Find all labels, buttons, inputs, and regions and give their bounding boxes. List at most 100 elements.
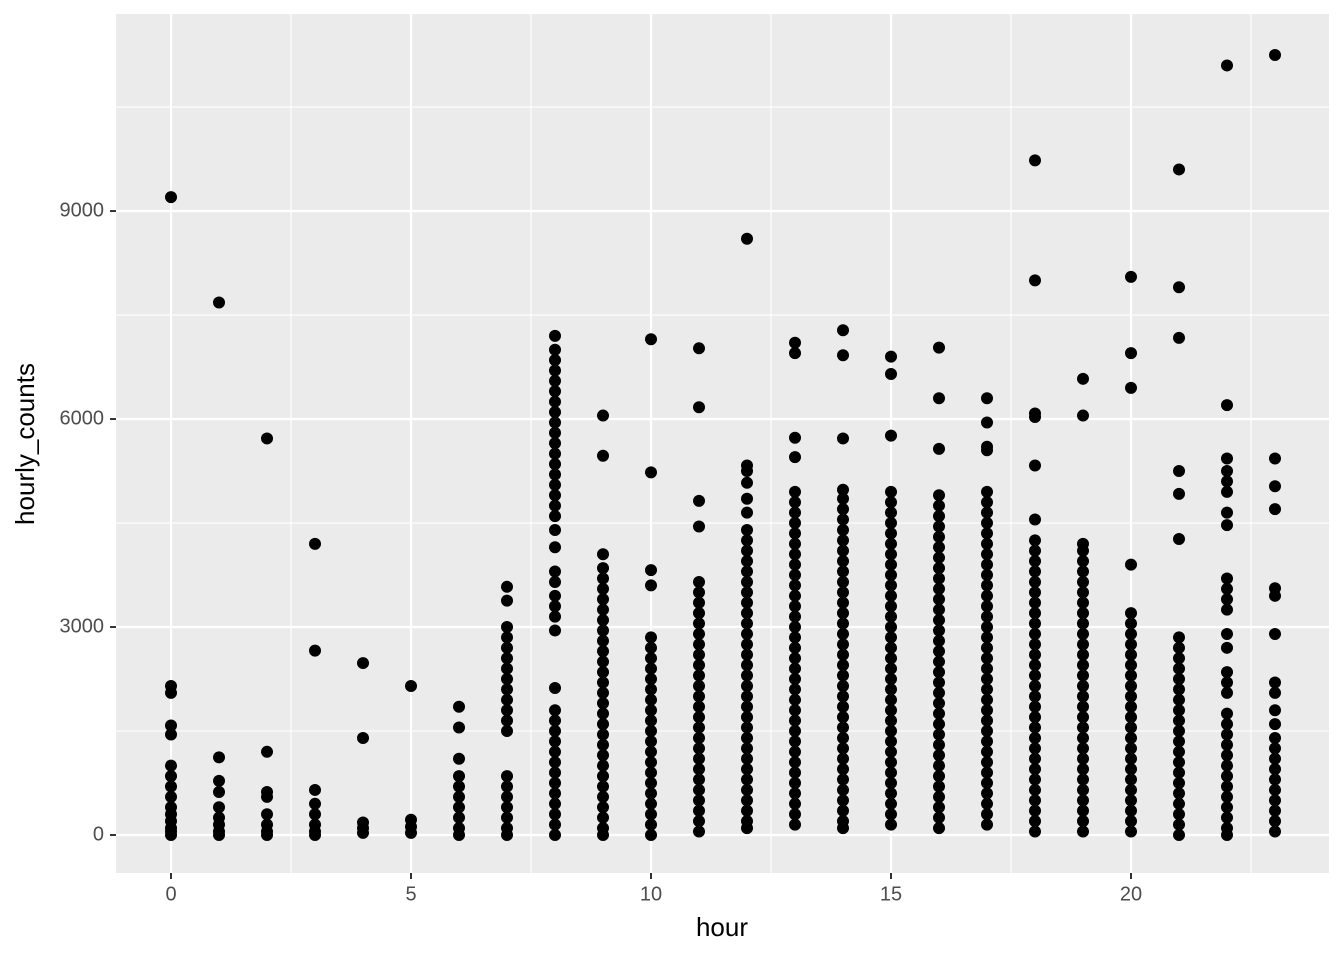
point [1125, 742, 1138, 755]
point [933, 645, 946, 658]
point [933, 634, 946, 647]
point [597, 718, 610, 731]
point [1269, 627, 1282, 640]
point [741, 648, 754, 661]
point [1269, 752, 1282, 765]
point [789, 808, 802, 821]
point [1077, 815, 1090, 828]
point [501, 641, 514, 654]
point [837, 638, 850, 651]
point [549, 395, 562, 408]
point [1125, 763, 1138, 776]
point [1125, 617, 1138, 630]
point [789, 589, 802, 602]
point [741, 506, 754, 519]
point [1077, 669, 1090, 682]
point [837, 565, 850, 578]
point [741, 763, 754, 776]
point [933, 728, 946, 741]
point [933, 707, 946, 720]
point [837, 731, 850, 744]
point [1173, 766, 1186, 779]
point [597, 593, 610, 606]
point [1173, 714, 1186, 727]
point [213, 751, 226, 764]
point [597, 614, 610, 627]
point [789, 431, 802, 444]
point [885, 631, 898, 644]
point [885, 818, 898, 831]
point [885, 745, 898, 758]
point [1173, 641, 1186, 654]
point [837, 534, 850, 547]
point [981, 641, 994, 654]
point [165, 719, 178, 732]
point [1125, 347, 1138, 360]
point [837, 544, 850, 557]
point [1173, 163, 1186, 176]
point [1077, 752, 1090, 765]
point [1221, 627, 1234, 640]
point [213, 786, 226, 799]
point [693, 575, 706, 588]
point [549, 478, 562, 491]
point [1029, 752, 1042, 765]
point [693, 596, 706, 609]
point [741, 690, 754, 703]
point [885, 485, 898, 498]
point [837, 607, 850, 620]
point [1077, 409, 1090, 422]
point [1221, 686, 1234, 699]
point [1077, 638, 1090, 651]
point [1125, 731, 1138, 744]
point [1125, 815, 1138, 828]
point [1173, 725, 1186, 738]
point [981, 662, 994, 675]
point [933, 624, 946, 637]
point [933, 341, 946, 354]
point [1077, 586, 1090, 599]
point [933, 603, 946, 616]
point [1029, 721, 1042, 734]
point [741, 232, 754, 245]
point [885, 517, 898, 530]
point [789, 558, 802, 571]
point [165, 686, 178, 699]
point [837, 586, 850, 599]
point [1029, 607, 1042, 620]
point [1077, 711, 1090, 724]
point [1221, 593, 1234, 606]
point [1221, 475, 1234, 488]
point [1077, 627, 1090, 640]
point [981, 527, 994, 540]
point [1029, 596, 1042, 609]
point [885, 641, 898, 654]
point [645, 333, 658, 346]
point [1173, 487, 1186, 500]
point [549, 808, 562, 821]
point [549, 523, 562, 536]
point [453, 752, 466, 765]
point [597, 770, 610, 783]
point [741, 596, 754, 609]
point [981, 517, 994, 530]
point [549, 610, 562, 623]
point [309, 644, 322, 657]
point [549, 575, 562, 588]
point [1029, 763, 1042, 776]
point [549, 468, 562, 481]
point [885, 777, 898, 790]
point [501, 714, 514, 727]
point [1125, 825, 1138, 838]
point [1077, 731, 1090, 744]
point [597, 449, 610, 462]
point [1221, 485, 1234, 498]
point [597, 666, 610, 679]
point [933, 499, 946, 512]
point [933, 614, 946, 627]
point [741, 617, 754, 630]
point [645, 631, 658, 644]
point [837, 690, 850, 703]
point [645, 735, 658, 748]
point [741, 555, 754, 568]
